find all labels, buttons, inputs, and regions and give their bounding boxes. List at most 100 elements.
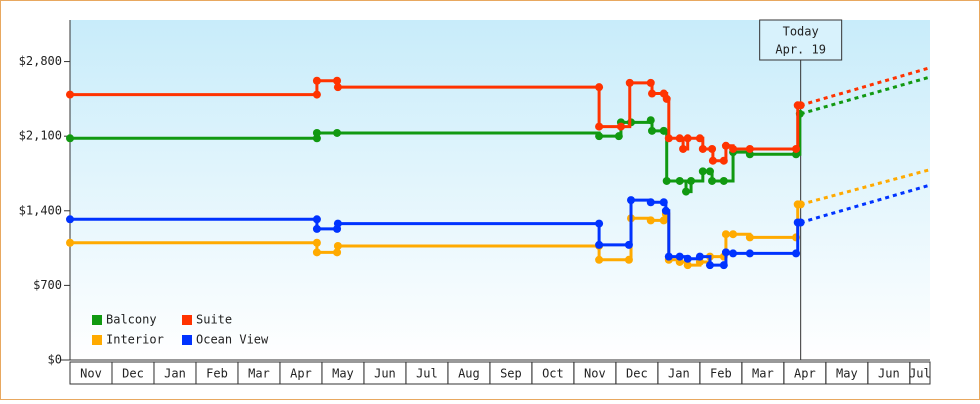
month-cell: [909, 361, 931, 385]
x-tick-label: Jun: [374, 367, 396, 381]
point: [664, 252, 673, 261]
legend-label: Suite: [196, 313, 232, 327]
point: [66, 238, 74, 247]
x-tick-label: Mar: [752, 367, 774, 381]
x-tick-label: Jan: [164, 367, 186, 381]
point: [312, 248, 321, 257]
point: [745, 249, 754, 258]
point: [624, 255, 633, 264]
x-tick-label: Feb: [206, 367, 228, 381]
point: [675, 176, 684, 185]
x-tick-label: Apr: [794, 367, 816, 381]
point: [66, 134, 74, 143]
point: [796, 101, 805, 110]
point: [675, 252, 684, 261]
legend-swatch: [92, 335, 102, 345]
point: [745, 233, 754, 242]
point: [721, 248, 730, 257]
point: [698, 167, 707, 176]
x-tick-label: Dec: [122, 367, 144, 381]
point: [595, 132, 604, 141]
point: [687, 176, 696, 185]
point: [333, 83, 342, 92]
x-tick-label: Jul: [909, 367, 931, 381]
point: [729, 144, 738, 153]
point: [333, 219, 342, 228]
x-tick-label: Apr: [290, 367, 312, 381]
y-tick-label: $0: [48, 353, 62, 367]
legend-swatch: [182, 315, 192, 325]
point: [66, 215, 74, 224]
point: [708, 144, 717, 153]
point: [333, 248, 342, 257]
x-tick-label: Jan: [668, 367, 690, 381]
point: [661, 206, 670, 215]
x-tick-label: Nov: [584, 367, 606, 381]
point: [648, 89, 657, 98]
point: [312, 90, 321, 99]
projection-line: [800, 75, 931, 116]
point: [595, 240, 604, 249]
point: [719, 156, 728, 165]
point: [695, 252, 704, 261]
x-tick-label: Jun: [878, 367, 900, 381]
point: [646, 198, 655, 207]
projection-line: [800, 183, 931, 224]
point: [648, 126, 657, 135]
point: [675, 134, 684, 143]
today-box: [759, 19, 843, 61]
point: [595, 219, 604, 228]
point: [698, 144, 707, 153]
x-tick-label: Aug: [458, 367, 480, 381]
point: [595, 255, 604, 264]
point: [719, 261, 728, 270]
point: [721, 141, 730, 150]
projection-line: [800, 168, 931, 206]
point: [719, 176, 728, 185]
point: [595, 122, 604, 131]
plot-area: [70, 20, 930, 360]
point: [682, 187, 691, 196]
point: [659, 216, 668, 225]
point: [683, 134, 692, 143]
point: [695, 134, 704, 143]
point: [333, 76, 342, 85]
x-tick-label: Feb: [710, 367, 732, 381]
point: [662, 94, 671, 103]
x-tick-label: Mar: [248, 367, 270, 381]
point: [792, 144, 801, 153]
x-tick-label: Dec: [626, 367, 648, 381]
y-tick-label: $2,100: [19, 129, 62, 143]
point: [683, 254, 692, 263]
legend-label: Balcony: [106, 313, 157, 327]
legend-swatch: [92, 315, 102, 325]
x-tick-label: Jul: [416, 367, 438, 381]
x-tick-label: Oct: [542, 367, 564, 381]
point: [312, 215, 321, 224]
point: [333, 241, 342, 250]
point: [646, 78, 655, 87]
point: [708, 176, 717, 185]
y-tick-label: $1,400: [19, 203, 62, 217]
point: [595, 83, 604, 92]
point: [721, 230, 730, 239]
y-tick-label: $2,800: [19, 54, 62, 68]
point: [664, 134, 673, 143]
legend-swatch: [182, 335, 192, 345]
x-tick-label: May: [332, 367, 354, 381]
point: [333, 128, 342, 137]
point: [66, 90, 74, 99]
point: [679, 144, 688, 153]
point: [705, 167, 714, 176]
point: [312, 238, 321, 247]
point: [729, 249, 738, 258]
point: [646, 116, 655, 125]
y-tick-label: $700: [33, 278, 62, 292]
point: [624, 240, 633, 249]
point: [625, 78, 634, 87]
point: [312, 128, 321, 137]
point: [646, 216, 655, 225]
point: [796, 218, 805, 227]
